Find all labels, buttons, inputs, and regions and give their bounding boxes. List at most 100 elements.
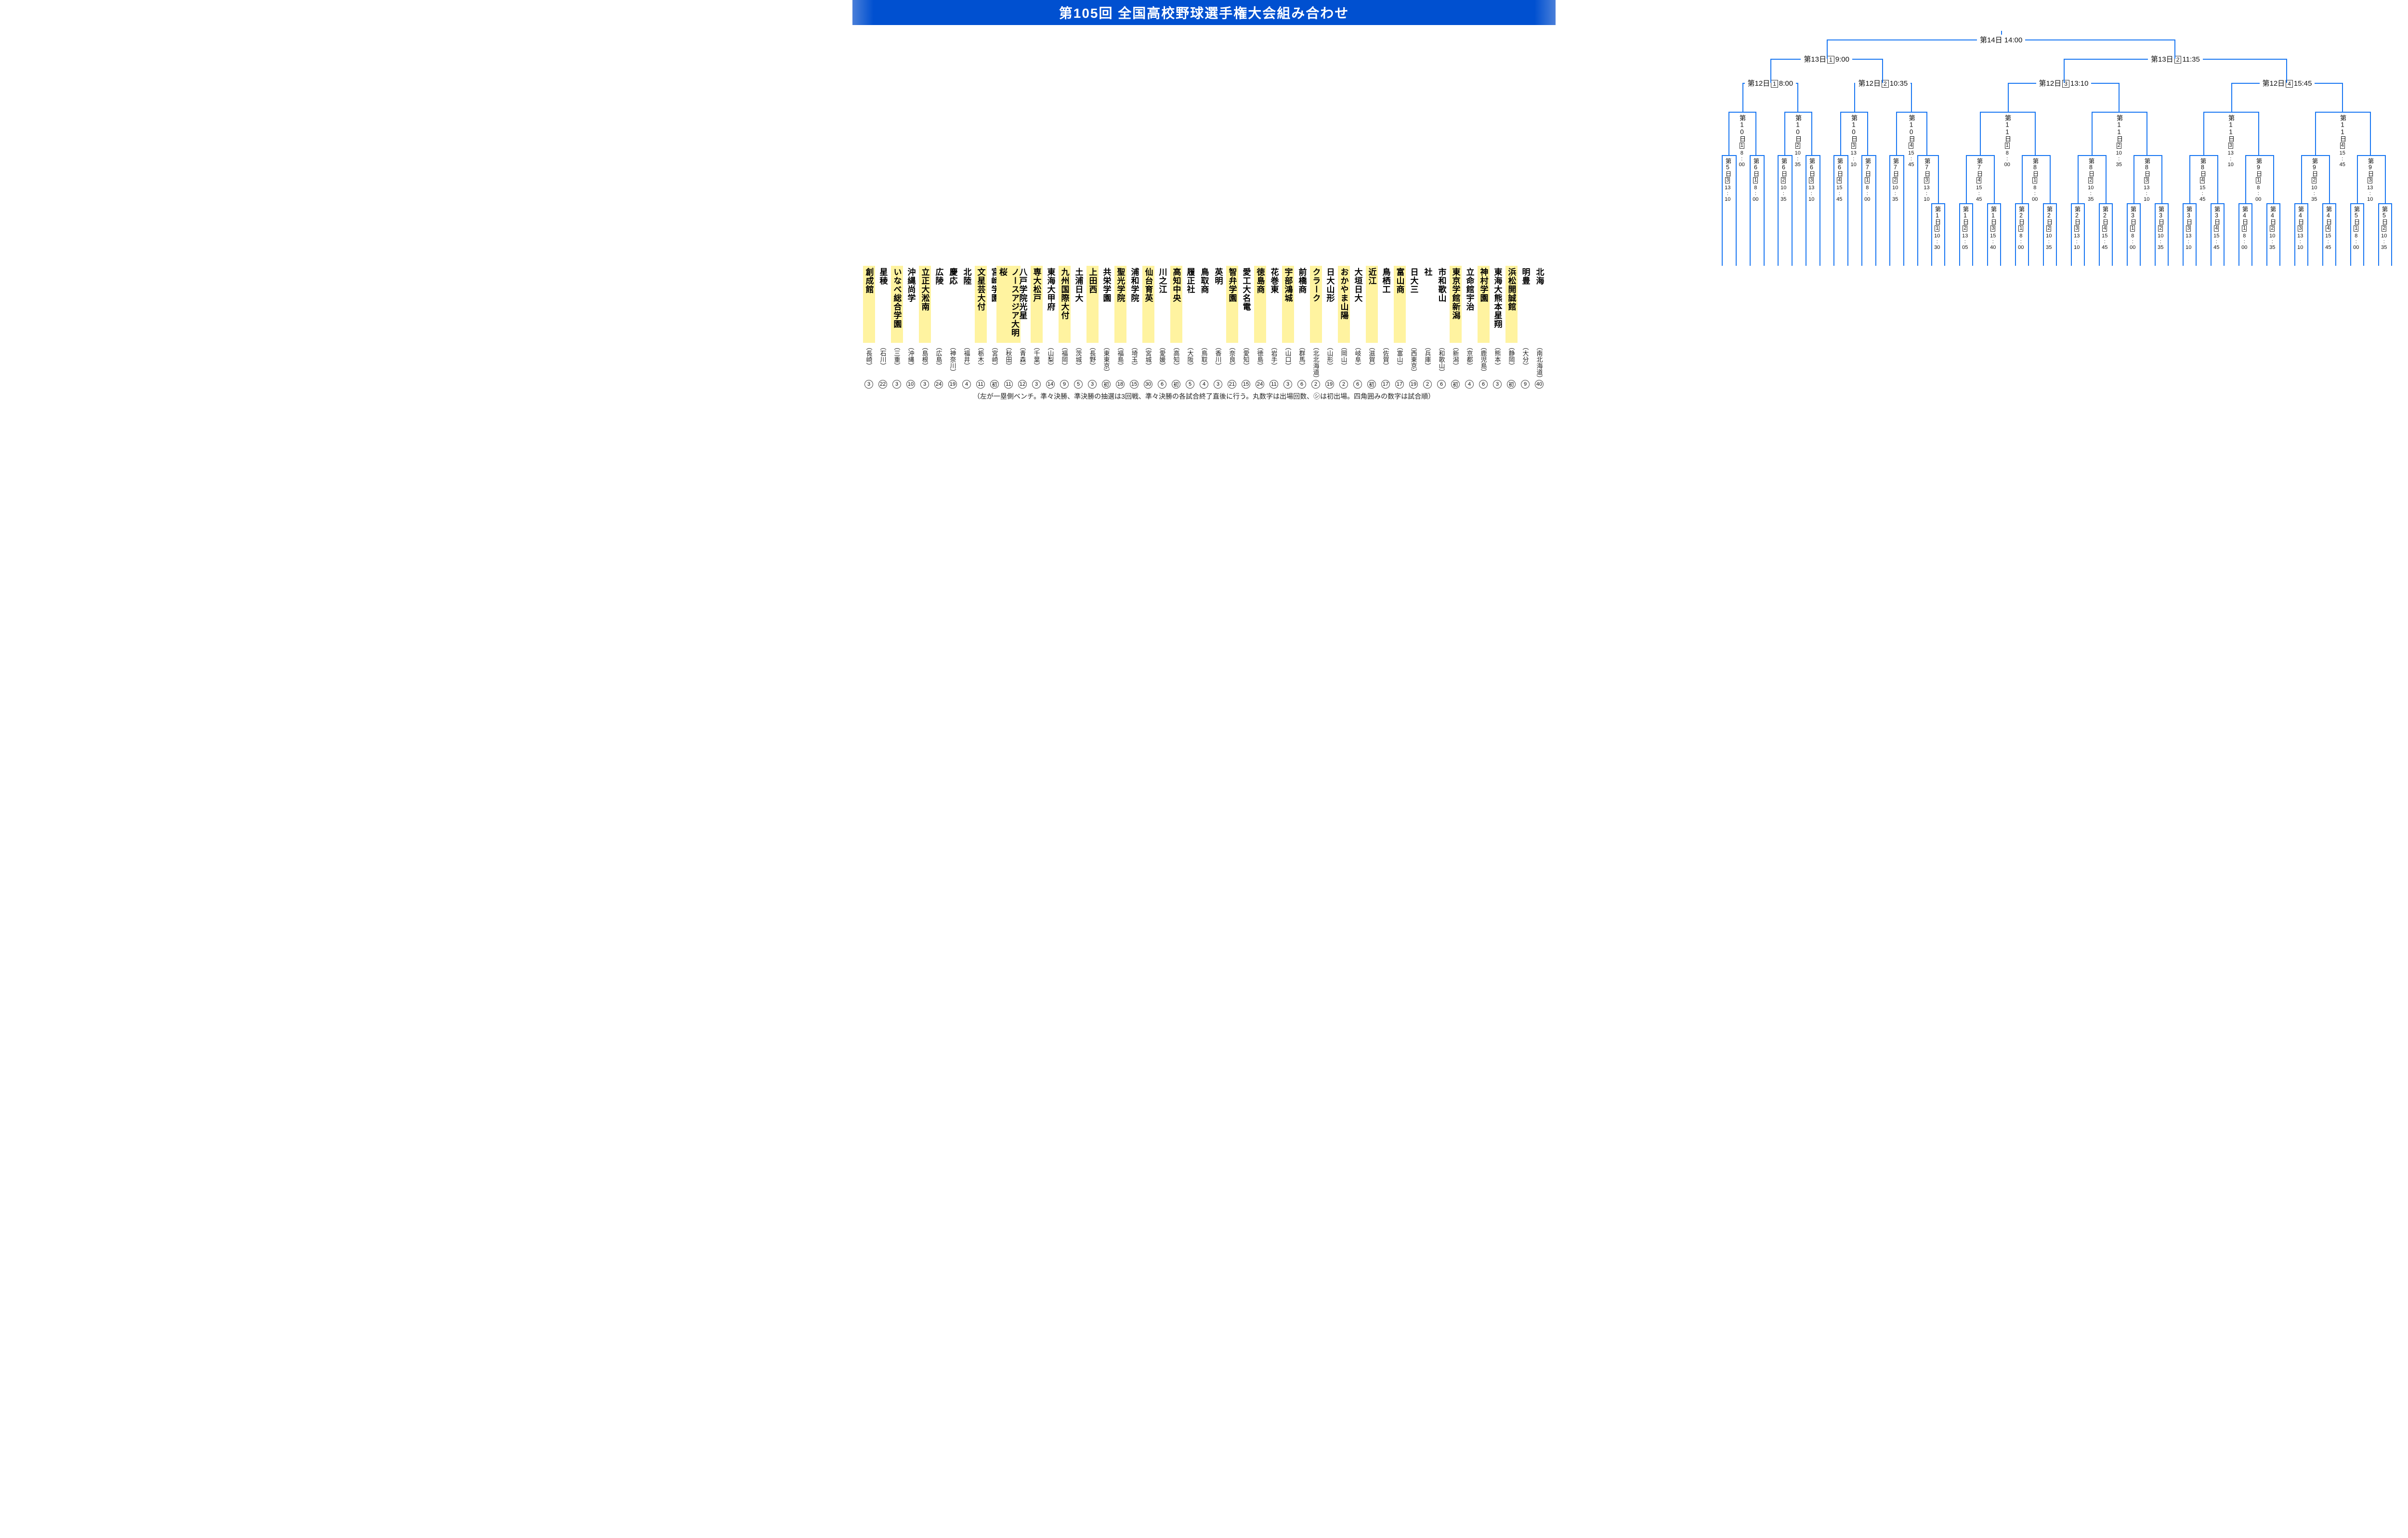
team-appearances: 18 — [1116, 380, 1125, 389]
team-col: 徳島商（徳島）24 — [1253, 266, 1267, 389]
team-col: 愛工大名電（愛知）15 — [1239, 266, 1253, 389]
team-col: ノースアジア大明桜（秋田）11 — [1002, 266, 1016, 389]
team-appearances: 初 — [1451, 380, 1460, 389]
team-col: 立命館宇治（京都）4 — [1463, 266, 1477, 389]
team-col: 履正社（大阪）5 — [1183, 266, 1197, 389]
match-label: 第4日415:45 — [2325, 205, 2331, 251]
match-label: 第3日313:10 — [2186, 205, 2192, 251]
match-label: 第7日210:35 — [1892, 157, 1898, 203]
team-appearances: 15 — [1242, 380, 1250, 389]
team-appearances: 3 — [1493, 380, 1502, 389]
team-appearances: 3 — [1214, 380, 1222, 389]
team-col: 明豊（大分）9 — [1518, 266, 1532, 389]
team-pref: （千葉） — [1032, 343, 1041, 379]
team-col: クラーク（北北海道）2 — [1309, 266, 1323, 389]
team-pref: （福井） — [962, 343, 971, 379]
team-pref: （福島） — [1116, 343, 1125, 379]
team-pref: （岩手） — [1269, 343, 1279, 379]
team-name: 鳥取商 — [1198, 266, 1210, 343]
team-appearances: 5 — [1186, 380, 1194, 389]
team-pref: （香川） — [1214, 343, 1223, 379]
match-label: 第4日210:35 — [2269, 205, 2276, 251]
team-appearances: 初 — [990, 380, 999, 389]
match-label: 第8日18:00 — [2032, 157, 2038, 203]
team-name: 英明 — [1212, 266, 1224, 343]
team-pref: （滋賀） — [1367, 343, 1376, 379]
team-pref: （山形） — [1325, 343, 1335, 379]
team-appearances: 11 — [1269, 380, 1278, 389]
team-pref: （栃木） — [976, 343, 985, 379]
team-appearances: 11 — [976, 380, 985, 389]
team-appearances: 40 — [1535, 380, 1544, 389]
match-label: 第10日18:00 — [1739, 114, 1745, 169]
team-name: 東海大甲府 — [1045, 266, 1057, 343]
team-appearances: 11 — [1004, 380, 1013, 389]
team-appearances: 6 — [1437, 380, 1446, 389]
team-col: 大垣日大（岐阜）6 — [1351, 266, 1365, 389]
team-col: 星稜（石川）22 — [876, 266, 890, 389]
team-pref: （愛媛） — [1158, 343, 1167, 379]
team-pref: （埼玉） — [1130, 343, 1139, 379]
team-name: 愛工大名電 — [1240, 266, 1252, 343]
team-col: 八戸学院光星（青森）12 — [1016, 266, 1030, 389]
team-appearances: 4 — [962, 380, 971, 389]
team-col: 聖光学院（福島）18 — [1113, 266, 1127, 389]
team-col: 広陵（広島）24 — [932, 266, 946, 389]
team-name: 沖縄尚学 — [905, 266, 917, 343]
team-pref: （長野） — [1088, 343, 1097, 379]
team-col: 花巻東（岩手）11 — [1267, 266, 1281, 389]
team-appearances: 3 — [1032, 380, 1041, 389]
team-col: 鳥取商（鳥取）4 — [1197, 266, 1211, 389]
team-pref: （熊本） — [1493, 343, 1502, 379]
team-col: 慶応（神奈川）19 — [946, 266, 960, 389]
team-appearances: 19 — [948, 380, 957, 389]
match-label: 第5日313:10 — [1725, 157, 1731, 203]
team-col: 日大山形（山形）19 — [1323, 266, 1337, 389]
team-col: 浜松開誠館（静岡）初 — [1505, 266, 1518, 389]
team-name: 星稜 — [877, 266, 889, 343]
team-appearances: 3 — [1088, 380, 1097, 389]
match-label: 第1日110:30 — [1934, 205, 1940, 251]
match-label: 第9日18:00 — [2255, 157, 2262, 203]
team-pref: （宮崎） — [990, 343, 999, 379]
team-col: 英明（香川）3 — [1211, 266, 1225, 389]
team-pref: （長崎） — [864, 343, 874, 379]
team-name: 東海大熊本星翔 — [1492, 266, 1504, 343]
team-name: 北陸 — [961, 266, 973, 343]
match-label: 第6日415:45 — [1836, 157, 1843, 203]
team-col: 前橋商（群馬）6 — [1295, 266, 1309, 389]
team-name: 上田西 — [1086, 266, 1099, 343]
team-appearances: 14 — [1046, 380, 1055, 389]
team-col: 北陸（福井）4 — [960, 266, 974, 389]
team-pref: （秋田） — [1004, 343, 1013, 379]
team-pref: （三重） — [892, 343, 902, 379]
match-label: 第11日415:45 — [2339, 114, 2346, 169]
team-name: 慶応 — [947, 266, 959, 343]
team-pref: （高知） — [1172, 343, 1181, 379]
team-col: 宇部鴻城（山口）3 — [1281, 266, 1295, 389]
match-label: 第9日313:10 — [2367, 157, 2373, 203]
team-name: 高知中央 — [1170, 266, 1182, 343]
team-appearances: 4 — [1465, 380, 1474, 389]
team-appearances: 21 — [1228, 380, 1236, 389]
team-col: 共栄学園（東東京）初 — [1099, 266, 1113, 389]
team-pref: （東東京） — [1102, 343, 1111, 379]
team-name: 浜松開誠館 — [1505, 266, 1518, 343]
team-appearances: 17 — [1381, 380, 1390, 389]
team-pref: （静岡） — [1507, 343, 1516, 379]
team-col: 上田西（長野）3 — [1086, 266, 1099, 389]
team-col: 北海（南北海道）40 — [1532, 266, 1546, 389]
team-appearances: 19 — [1409, 380, 1418, 389]
match-label: 第7日415:45 — [1976, 157, 1982, 203]
match-label: 第5日18:00 — [2353, 205, 2359, 251]
team-pref: （福岡） — [1060, 343, 1069, 379]
team-appearances: 6 — [1297, 380, 1306, 389]
team-appearances: 24 — [934, 380, 943, 389]
match-label: 第6日210:35 — [1780, 157, 1787, 203]
team-col: 智弁学園（奈良）21 — [1225, 266, 1239, 389]
footer-note: （左が一塁側ベンチ。準々決勝、準決勝の抽選は3回戦、準々決勝の各試合終了直後に行… — [852, 389, 1556, 406]
team-name: 富山商 — [1394, 266, 1406, 343]
team-appearances: 9 — [1521, 380, 1530, 389]
team-appearances: 2 — [1423, 380, 1432, 389]
team-appearances: 初 — [1172, 380, 1180, 389]
